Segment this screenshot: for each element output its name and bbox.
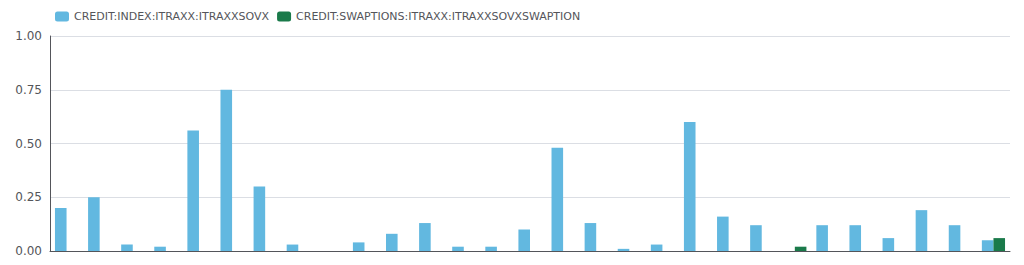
svg-text:CREDIT:INDEX:ITRAXX:ITRAXXSOVX: CREDIT:INDEX:ITRAXX:ITRAXXSOVX: [74, 10, 270, 23]
svg-text:CREDIT:SWAPTIONS:ITRAXX:ITRAXX: CREDIT:SWAPTIONS:ITRAXX:ITRAXXSOVXSWAPTI…: [296, 10, 580, 23]
svg-text:0.00: 0.00: [15, 244, 42, 258]
svg-text:0.75: 0.75: [15, 83, 42, 97]
svg-text:0.25: 0.25: [15, 190, 42, 204]
svg-text:0.50: 0.50: [15, 137, 42, 151]
svg-text:1.00: 1.00: [15, 29, 42, 43]
